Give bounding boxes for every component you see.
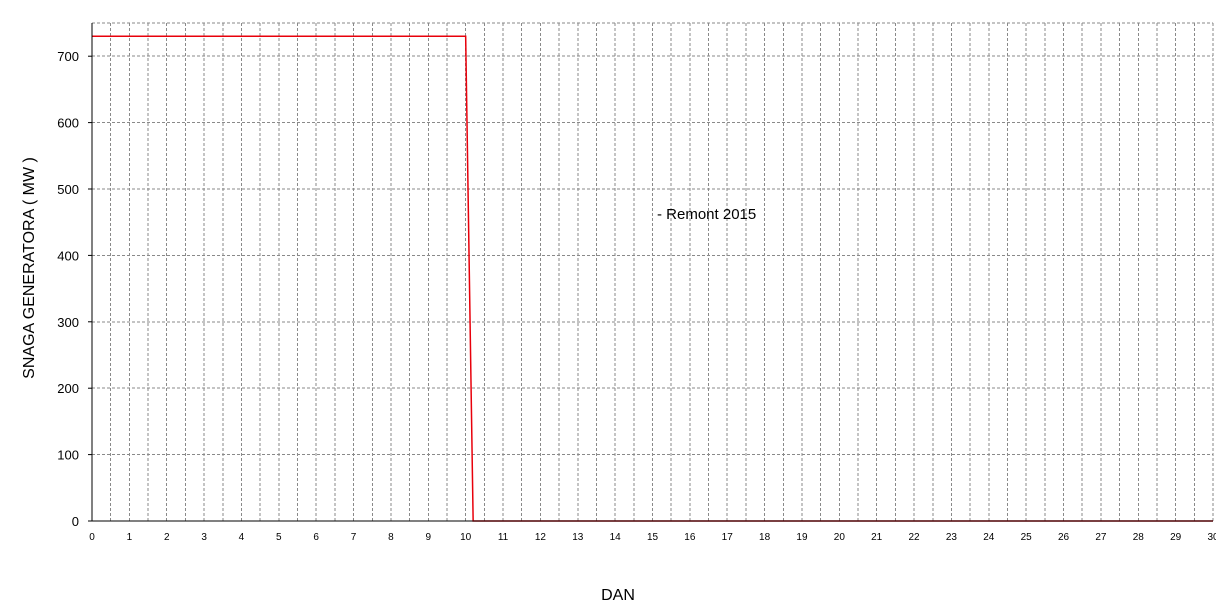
x-tick-label: 14: [610, 532, 622, 543]
x-axis-label: DAN: [601, 587, 635, 604]
x-tick-label: 8: [388, 532, 394, 543]
x-tick-label: 6: [313, 532, 319, 543]
x-tick-label: 17: [722, 532, 734, 543]
x-tick-label: 27: [1095, 532, 1107, 543]
x-tick-label: 12: [535, 532, 547, 543]
x-tick-label: 2: [164, 532, 170, 543]
y-tick-label: 300: [57, 315, 79, 330]
x-tick-label: 20: [834, 532, 846, 543]
x-tick-label: 29: [1170, 532, 1182, 543]
x-tick-label: 10: [460, 532, 472, 543]
x-tick-label: 21: [871, 532, 883, 543]
y-tick-label: 600: [57, 116, 79, 131]
x-tick-label: 26: [1058, 532, 1070, 543]
x-tick-label: 19: [796, 532, 808, 543]
x-tick-label: 22: [909, 532, 921, 543]
ticks-group: 0 1 2 3 4 5 6 7 8 9 10 11 12 13 14 15 16 17 18 19 20 21 22 23 24…: [57, 49, 1216, 543]
x-tick-label: 0: [89, 532, 95, 543]
y-tick-label: 100: [57, 448, 79, 463]
x-tick-label: 18: [759, 532, 771, 543]
plot-area: [92, 23, 1213, 521]
x-tick-label: 13: [572, 532, 584, 543]
annotation-remont: - Remont 2015: [657, 206, 756, 223]
x-tick-label: 16: [684, 532, 696, 543]
x-tick-label: 5: [276, 532, 282, 543]
x-tick-label: 23: [946, 532, 958, 543]
y-axis-label: SNAGA GENERATORA ( MW ): [21, 157, 38, 379]
x-tick-label: 4: [239, 532, 245, 543]
grid: [92, 22, 1214, 521]
x-tick-label: 25: [1021, 532, 1033, 543]
x-tick-label: 9: [426, 532, 432, 543]
y-tick-label: 500: [57, 182, 79, 197]
x-tick-label: 30: [1207, 532, 1216, 543]
x-tick-label: 7: [351, 532, 357, 543]
y-tick-label: 200: [57, 381, 79, 396]
x-tick-label: 11: [498, 532, 509, 543]
y-tick-label: 700: [57, 49, 79, 64]
x-tick-label: 24: [983, 532, 995, 543]
x-tick-label: 15: [647, 532, 659, 543]
x-tick-label: 3: [201, 532, 207, 543]
y-tick-label: 0: [72, 514, 79, 529]
y-tick-label: 400: [57, 248, 79, 263]
x-tick-label: 28: [1133, 532, 1145, 543]
x-tick-label: 1: [127, 532, 133, 543]
